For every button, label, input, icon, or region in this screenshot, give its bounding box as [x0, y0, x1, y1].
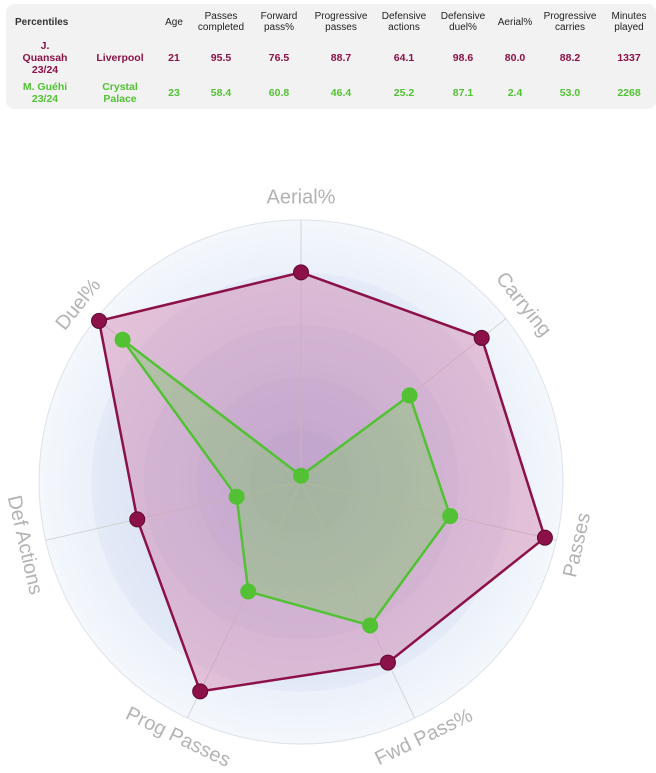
column-header-progressive-passes: Progressive passes — [314, 11, 368, 33]
cell-passes-completed: 58.4 — [210, 86, 232, 99]
column-header-defensive-actions: Defensive actions — [381, 11, 427, 33]
cell-age: 23 — [168, 86, 180, 99]
series-a-point — [536, 529, 553, 546]
cell-defensive-duel: 98.6 — [452, 52, 474, 64]
percentiles-table: Percentiles Age Passes completed Forward p… — [6, 4, 656, 109]
team-name: Crystal Palace — [102, 80, 138, 105]
percentiles-table-card: Percentiles Age Passes completed Forward p… — [6, 4, 656, 109]
radar-spoke — [300, 481, 416, 719]
column-header-age: Age — [165, 16, 183, 28]
radar-spoke — [300, 481, 557, 541]
series-a-point — [192, 683, 209, 700]
player-name: J. Quansah 23/24 — [22, 40, 68, 76]
series-a-point — [129, 511, 146, 528]
series-a-point — [293, 264, 309, 281]
column-header-aerial: Aerial% — [497, 16, 533, 28]
series-a-point — [91, 312, 108, 329]
player-name: M. Guéhi 23/24 — [22, 80, 68, 105]
cell-defensive-duel: 87.1 — [452, 86, 474, 99]
series-b-point — [228, 488, 245, 505]
column-header-passes-completed: Passes completed — [197, 11, 245, 33]
axis-label-passes: Passes — [559, 511, 595, 580]
cell-defensive-actions: 64.1 — [393, 52, 415, 64]
table-row-quansah: J. Quansah 23/24 Liverpool 21 95.5 76.5 88… — [6, 40, 656, 76]
cell-passes-completed: 95.5 — [210, 52, 232, 64]
series-b-point — [362, 617, 379, 634]
series-a-point — [473, 329, 490, 346]
column-header-progressive-carries: Progressive carries — [543, 11, 597, 33]
column-header-minutes-played: Minutes played — [611, 11, 647, 33]
table-corner-label: Percentiles — [15, 16, 69, 28]
series-b-point — [293, 467, 309, 484]
cell-forward-pass: 60.8 — [268, 86, 290, 99]
cell-progressive-passes: 88.7 — [330, 52, 352, 64]
cell-minutes-played: 1337 — [617, 52, 641, 64]
column-header-forward-pass: Forward pass% — [260, 11, 298, 33]
series-b-polygon — [121, 338, 452, 627]
series-a-polygon — [97, 271, 547, 693]
cell-progressive-carries: 53.0 — [559, 86, 581, 99]
series-b-point — [442, 508, 459, 525]
cell-progressive-carries: 88.2 — [559, 52, 581, 64]
cell-aerial: 80.0 — [504, 52, 526, 64]
column-header-defensive-duel: Defensive duel% — [440, 11, 486, 33]
radar-spoke — [186, 481, 302, 719]
series-b-point — [240, 583, 257, 600]
cell-aerial: 2.4 — [507, 86, 523, 99]
series-a-point — [379, 654, 396, 671]
table-header-row: Percentiles Age Passes completed Forward p… — [6, 4, 656, 40]
series-b-point — [114, 331, 131, 348]
axis-label-aerial: Aerial% — [267, 186, 336, 208]
cell-age: 21 — [168, 52, 180, 64]
cell-defensive-actions: 25.2 — [393, 86, 415, 99]
cell-progressive-passes: 46.4 — [330, 86, 352, 99]
cell-forward-pass: 76.5 — [268, 52, 290, 64]
table-row-guehi: M. Guéhi 23/24 Crystal Palace 23 58.4 60.8… — [6, 76, 656, 109]
cell-minutes-played: 2268 — [617, 86, 641, 99]
radar-spoke — [45, 481, 302, 541]
series-b-point — [401, 387, 418, 404]
team-name: Liverpool — [96, 52, 144, 64]
